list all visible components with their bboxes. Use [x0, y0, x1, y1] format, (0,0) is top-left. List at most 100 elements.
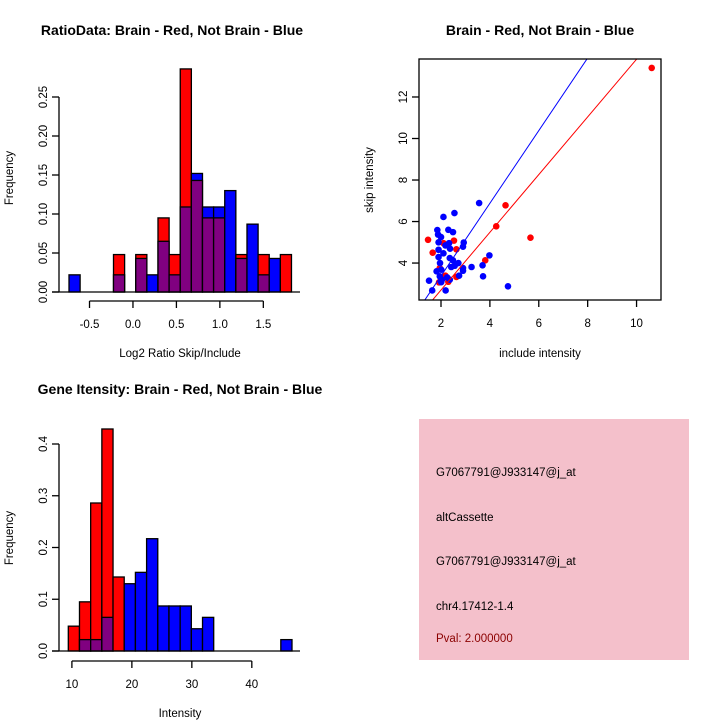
scatter-y-tick-label: 10 [398, 132, 410, 145]
ratio-histogram-bar-overlap [212, 217, 226, 293]
ratio-histogram-bar-overlap [168, 274, 181, 293]
scatter-fit-line-blue [424, 59, 588, 300]
scatter-title: Brain - Red, Not Brain - Blue [446, 22, 634, 38]
intensity-histogram-bar-overlap [78, 638, 92, 652]
ratio-histogram-y-tick-label: 0.10 [38, 203, 50, 225]
intensity-histogram-bar-not-brain [123, 583, 137, 652]
intensity-histogram-ylabel: Frequency [4, 511, 16, 566]
intensity-histogram-y-tick-label: 0.1 [38, 591, 50, 607]
scatter-x-tick-label: 8 [584, 318, 590, 330]
scatter-x-tick-label: 6 [536, 318, 542, 330]
scatter-point-not-brain [446, 245, 454, 253]
ratio-histogram-bar-overlap [179, 206, 193, 293]
intensity-histogram-x-tick-label: 40 [245, 679, 258, 691]
scatter-ylabel: skip intensity [364, 147, 376, 213]
scatter-y-tick-label: 6 [398, 218, 410, 224]
scatter-point-not-brain [455, 272, 463, 280]
ratio-histogram-bar-not-brain [68, 274, 81, 293]
scatter-point-not-brain [451, 209, 458, 217]
pval: Pval: 2.000000 [436, 633, 513, 645]
scatter-point-not-brain [449, 257, 457, 264]
scatter-point-brain [502, 202, 509, 209]
intensity-histogram-bar-not-brain [190, 628, 204, 652]
scatter-point-not-brain [425, 277, 433, 284]
ratio-histogram-y-tick-label: 0.05 [38, 242, 50, 264]
scatter-point-brain [481, 257, 489, 264]
ratio-histogram: RatioData: Brain - Red, Not Brain - Blue… [4, 22, 303, 360]
scatter-point-not-brain [435, 246, 442, 254]
intensity-histogram-bar-brain [67, 625, 81, 652]
scatter-fit-line-red [431, 59, 638, 300]
scatter-point-not-brain [479, 273, 487, 280]
info-panel-background [419, 419, 689, 660]
intensity-histogram-bar-not-brain [134, 571, 148, 652]
intensity-histogram-bar-brain [90, 502, 103, 652]
intensity-histogram-xlabel: Intensity [159, 708, 202, 720]
scatter-point-not-brain [486, 252, 493, 259]
intensity-histogram-bar-not-brain [157, 605, 170, 652]
scatter-point-not-brain [440, 249, 447, 257]
ratio-histogram-xlabel: Log2 Ratio Skip/Include [119, 348, 240, 360]
ratio-histogram-bar-overlap [190, 179, 204, 293]
ratio-histogram-ylabel: Frequency [4, 151, 16, 206]
ratio-histogram-y-tick-label: 0.25 [38, 86, 50, 108]
ratio-histogram-x-tick-label: 1.5 [255, 319, 271, 331]
scatter-point-brain [424, 236, 432, 244]
scatter-point-not-brain [479, 262, 486, 269]
intensity-histogram: Gene Itensity: Brain - Red, Not Brain - … [4, 381, 323, 720]
intensity-histogram-y-tick-label: 0.2 [38, 540, 50, 556]
scatter-point-not-brain [435, 238, 442, 246]
intensity-histogram-bar-overlap [90, 638, 103, 652]
scatter-point-not-brain [443, 274, 451, 281]
scatter-point-not-brain [468, 263, 475, 271]
scatter-point-not-brain [447, 263, 455, 271]
ratio-histogram-bar-brain [279, 253, 293, 293]
scatter-point-not-brain [436, 259, 444, 267]
intensity-histogram-bar-not-brain [145, 538, 159, 652]
scatter-point-not-brain [475, 199, 483, 207]
probe-id-secondary: G7067791@J933147@j_at [436, 556, 577, 568]
ratio-histogram-bar-not-brain [146, 274, 159, 293]
intensity-scatter: Brain - Red, Not Brain - Blue include in… [364, 22, 662, 360]
intensity-histogram-title: Gene Itensity: Brain - Red, Not Brain - … [38, 381, 323, 397]
scatter-x-tick-label: 4 [487, 318, 494, 330]
intensity-histogram-bar-not-brain [179, 605, 192, 652]
event-type: altCassette [436, 512, 494, 524]
ratio-histogram-x-tick-label: -0.5 [80, 319, 100, 331]
intensity-histogram-bar-not-brain [201, 616, 215, 652]
ratio-histogram-bar-overlap [257, 274, 270, 293]
scatter-y-tick-label: 12 [398, 91, 410, 104]
ratio-histogram-bar-not-brain [224, 189, 237, 293]
scatter-point-brain [492, 223, 500, 230]
ratio-histogram-y-tick-label: 0.00 [38, 281, 50, 303]
scatter-point-not-brain [442, 287, 449, 294]
ratio-histogram-x-tick-label: 0.0 [125, 319, 141, 331]
scatter-point-not-brain [437, 233, 445, 241]
ratio-histogram-title: RatioData: Brain - Red, Not Brain - Blue [41, 22, 303, 38]
ratio-histogram-bar-not-brain [268, 257, 282, 293]
intensity-histogram-y-tick-label: 0.0 [38, 643, 50, 659]
scatter-x-tick-label: 2 [438, 318, 444, 330]
intensity-histogram-x-tick-label: 10 [65, 679, 78, 691]
ratio-histogram-bar-overlap [157, 240, 170, 293]
intensity-histogram-bar-not-brain [168, 605, 181, 652]
intensity-histogram-x-tick-label: 20 [125, 679, 138, 691]
ratio-histogram-x-tick-label: 1.0 [212, 319, 228, 331]
scatter-x-tick-label: 10 [630, 318, 643, 330]
scatter-point-not-brain [449, 228, 457, 236]
ratio-histogram-x-tick-label: 0.5 [168, 319, 184, 331]
ratio-histogram-bar-overlap [201, 217, 215, 293]
intensity-histogram-y-tick-label: 0.3 [38, 488, 50, 504]
intensity-histogram-x-tick-label: 30 [185, 679, 198, 691]
intensity-histogram-bar-not-brain [280, 638, 293, 652]
scatter-xlabel: include intensity [499, 348, 581, 360]
scatter-point-not-brain [442, 242, 449, 249]
ratio-histogram-bar-overlap [112, 274, 126, 293]
intensity-histogram-y-tick-label: 0.4 [38, 435, 50, 452]
scatter-point-not-brain [435, 253, 442, 261]
ratio-histogram-bar-overlap [235, 257, 248, 293]
ratio-histogram-y-tick-label: 0.15 [38, 164, 50, 186]
intensity-histogram-bar-overlap [101, 616, 114, 652]
scatter-point-brain [429, 249, 436, 256]
